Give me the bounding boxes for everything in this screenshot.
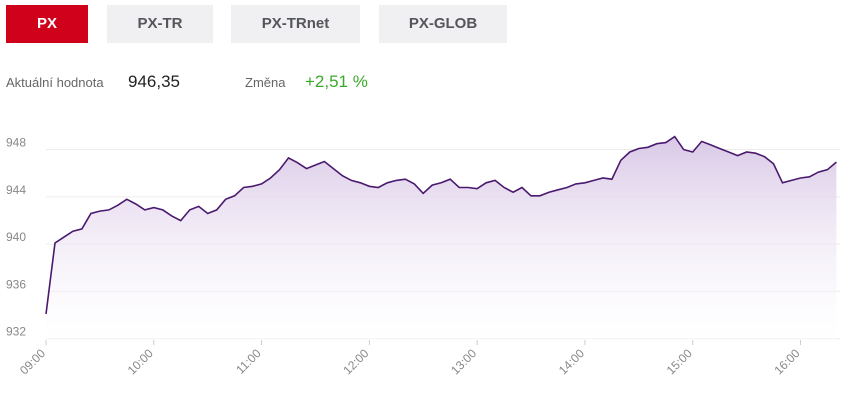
x-tick-label: 09:00: [17, 346, 48, 377]
tab[interactable]: PX-TRnet: [231, 5, 360, 43]
x-tick-label: 14:00: [556, 346, 587, 377]
tab[interactable]: PX: [6, 5, 88, 43]
x-tick-label: 10:00: [125, 346, 156, 377]
change-value: +2,51 %: [305, 72, 368, 91]
x-tick-label: 16:00: [771, 346, 802, 377]
line: [45, 135, 837, 315]
y-tick-label: 948: [6, 136, 26, 150]
x-tick-label: 11:00: [233, 346, 264, 377]
value-label: Aktuální hodnota: [6, 75, 104, 90]
y-tick-label: 944: [6, 183, 26, 197]
y-tick-label: 932: [6, 325, 26, 339]
x-tick-label: 13:00: [448, 346, 479, 377]
y-tick-label: 940: [6, 230, 26, 244]
area: [46, 136, 837, 340]
tab[interactable]: PX-TR: [107, 5, 213, 43]
change-label: Změna: [245, 75, 286, 90]
x-tick-label: 15:00: [664, 346, 695, 377]
x-tick-label: 12:00: [340, 346, 371, 377]
current-value: 946,35: [128, 72, 180, 91]
y-tick-label: 936: [6, 277, 26, 291]
tab[interactable]: PX-GLOB: [379, 5, 507, 43]
